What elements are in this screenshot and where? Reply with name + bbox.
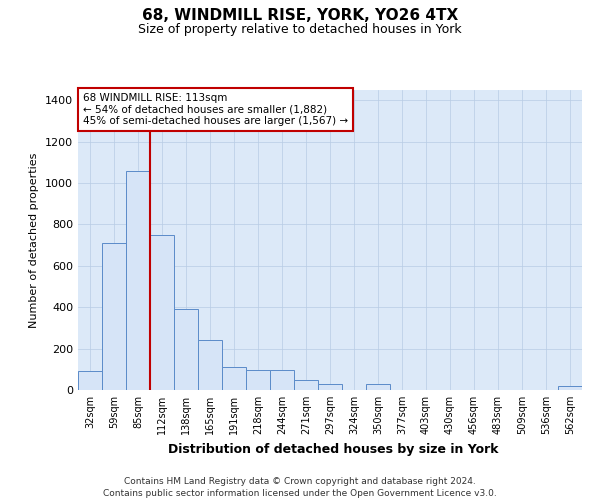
- Bar: [246, 370, 270, 390]
- Bar: [198, 340, 222, 390]
- Text: 68, WINDMILL RISE, YORK, YO26 4TX: 68, WINDMILL RISE, YORK, YO26 4TX: [142, 8, 458, 22]
- Bar: [222, 367, 246, 390]
- Text: Contains HM Land Registry data © Crown copyright and database right 2024.: Contains HM Land Registry data © Crown c…: [124, 478, 476, 486]
- Bar: [78, 372, 102, 390]
- Bar: [558, 386, 582, 390]
- Text: Size of property relative to detached houses in York: Size of property relative to detached ho…: [138, 22, 462, 36]
- Y-axis label: Number of detached properties: Number of detached properties: [29, 152, 40, 328]
- Text: 68 WINDMILL RISE: 113sqm
← 54% of detached houses are smaller (1,882)
45% of sem: 68 WINDMILL RISE: 113sqm ← 54% of detach…: [83, 93, 348, 126]
- Bar: [366, 384, 390, 390]
- Bar: [150, 235, 174, 390]
- Text: Contains public sector information licensed under the Open Government Licence v3: Contains public sector information licen…: [103, 489, 497, 498]
- Text: Distribution of detached houses by size in York: Distribution of detached houses by size …: [168, 442, 498, 456]
- Bar: [174, 310, 198, 390]
- Bar: [102, 243, 126, 390]
- Bar: [126, 170, 150, 390]
- Bar: [318, 384, 342, 390]
- Bar: [294, 380, 318, 390]
- Bar: [270, 370, 294, 390]
